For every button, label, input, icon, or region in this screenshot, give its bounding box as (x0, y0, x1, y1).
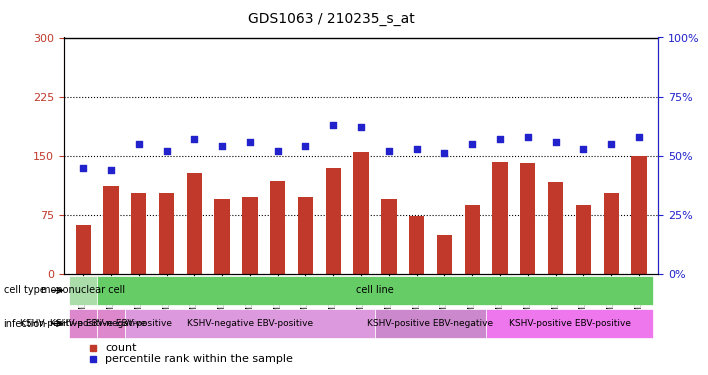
Text: mononuclear cell: mononuclear cell (41, 285, 125, 296)
Point (217, 143, 228, 149)
Bar (520, 163, 535, 274)
Bar (632, 156, 646, 274)
Bar (576, 205, 591, 274)
Bar (326, 168, 341, 274)
Bar (492, 162, 508, 274)
Point (105, 167, 117, 173)
Bar (131, 193, 147, 274)
Text: KSHV-positive EBV-negative: KSHV-positive EBV-negative (367, 319, 493, 328)
Bar (381, 199, 396, 274)
Bar (215, 199, 230, 274)
Point (411, 146, 423, 152)
Point (467, 141, 478, 147)
Point (634, 134, 645, 140)
Point (328, 122, 339, 128)
Text: KSHV-positive EBV-positive: KSHV-positive EBV-positive (508, 319, 631, 328)
Point (188, 136, 200, 142)
Point (578, 146, 589, 152)
Point (494, 136, 506, 142)
FancyBboxPatch shape (97, 309, 125, 339)
Point (77, 165, 88, 171)
FancyBboxPatch shape (69, 309, 97, 339)
Text: cell line: cell line (356, 285, 394, 296)
Bar (548, 182, 564, 274)
Bar (298, 198, 313, 274)
Text: KSHV-positive EBV-negative: KSHV-positive EBV-negative (20, 319, 147, 328)
Bar (270, 181, 285, 274)
Text: percentile rank within the sample: percentile rank within the sample (105, 354, 293, 364)
Point (161, 148, 172, 154)
Point (272, 148, 283, 154)
FancyBboxPatch shape (486, 309, 653, 339)
Point (605, 141, 617, 147)
Point (523, 134, 534, 140)
Point (383, 148, 394, 154)
Text: infection: infection (4, 318, 46, 328)
FancyBboxPatch shape (69, 276, 97, 305)
Bar (409, 216, 424, 274)
Point (299, 143, 311, 149)
Point (439, 150, 450, 156)
Bar (603, 193, 619, 274)
Point (133, 141, 144, 147)
Bar (242, 198, 258, 274)
FancyBboxPatch shape (125, 309, 375, 339)
Bar (187, 173, 202, 274)
Text: GDS1063 / 210235_s_at: GDS1063 / 210235_s_at (248, 12, 415, 26)
Text: KSHV-negative EBV-positive: KSHV-negative EBV-positive (187, 319, 313, 328)
Bar (76, 225, 91, 274)
Text: count: count (105, 344, 137, 353)
Bar (437, 234, 452, 274)
FancyBboxPatch shape (375, 309, 486, 339)
Point (355, 124, 367, 130)
Bar (353, 152, 369, 274)
Text: cell type: cell type (4, 285, 46, 296)
Bar (159, 193, 174, 274)
Point (244, 138, 256, 144)
Bar (103, 186, 119, 274)
Bar (464, 205, 480, 274)
Point (550, 138, 561, 144)
Text: KSHV-positive EBV-positive: KSHV-positive EBV-positive (50, 319, 172, 328)
FancyBboxPatch shape (97, 276, 653, 305)
